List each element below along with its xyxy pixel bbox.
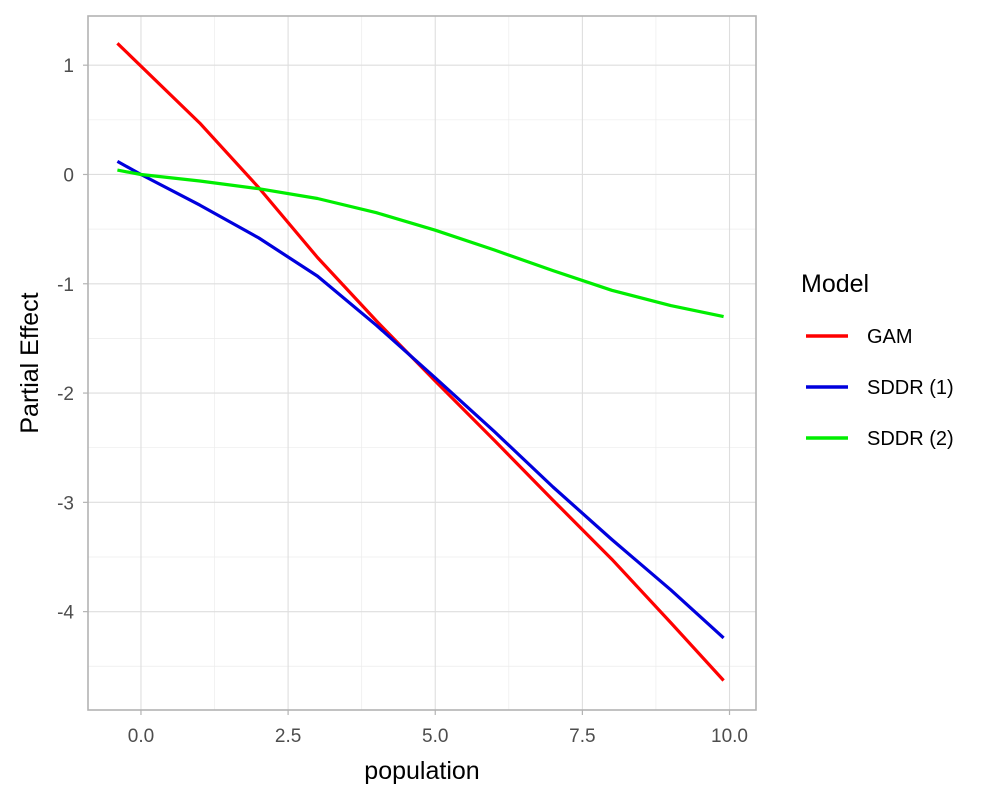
series-line-sddr-1 — [116, 160, 725, 640]
legend: Model GAM SDDR (1) SDDR (2) — [801, 270, 954, 450]
y-axis-ticks: 1 0 -1 -2 -3 -4 — [57, 56, 88, 624]
y-tick-label: -3 — [57, 493, 74, 514]
grid — [88, 16, 756, 710]
y-tick-label: -1 — [57, 275, 74, 296]
y-tick-label: 0 — [63, 165, 74, 186]
plot-lines — [116, 42, 725, 682]
legend-label-sddr-1: SDDR (1) — [867, 377, 954, 399]
x-axis-title: population — [364, 757, 479, 785]
legend-label-sddr-2: SDDR (2) — [867, 428, 954, 450]
series-line-gam — [116, 42, 725, 682]
x-axis-ticks: 0.0 2.5 5.0 7.5 10.0 — [128, 710, 748, 747]
plot-panel-border — [87, 15, 757, 711]
series-line-sddr-2 — [117, 168, 724, 319]
x-tick-label: 10.0 — [711, 726, 748, 747]
y-axis-title: Partial Effect — [16, 292, 44, 433]
x-tick-label: 5.0 — [422, 726, 448, 747]
y-tick-label: 1 — [63, 56, 74, 77]
x-tick-label: 7.5 — [569, 726, 595, 747]
x-tick-label: 2.5 — [275, 726, 301, 747]
y-tick-label: -4 — [57, 603, 74, 624]
x-tick-label: 0.0 — [128, 726, 154, 747]
y-tick-label: -2 — [57, 384, 74, 405]
legend-title: Model — [801, 270, 869, 298]
legend-label-gam: GAM — [867, 326, 913, 348]
